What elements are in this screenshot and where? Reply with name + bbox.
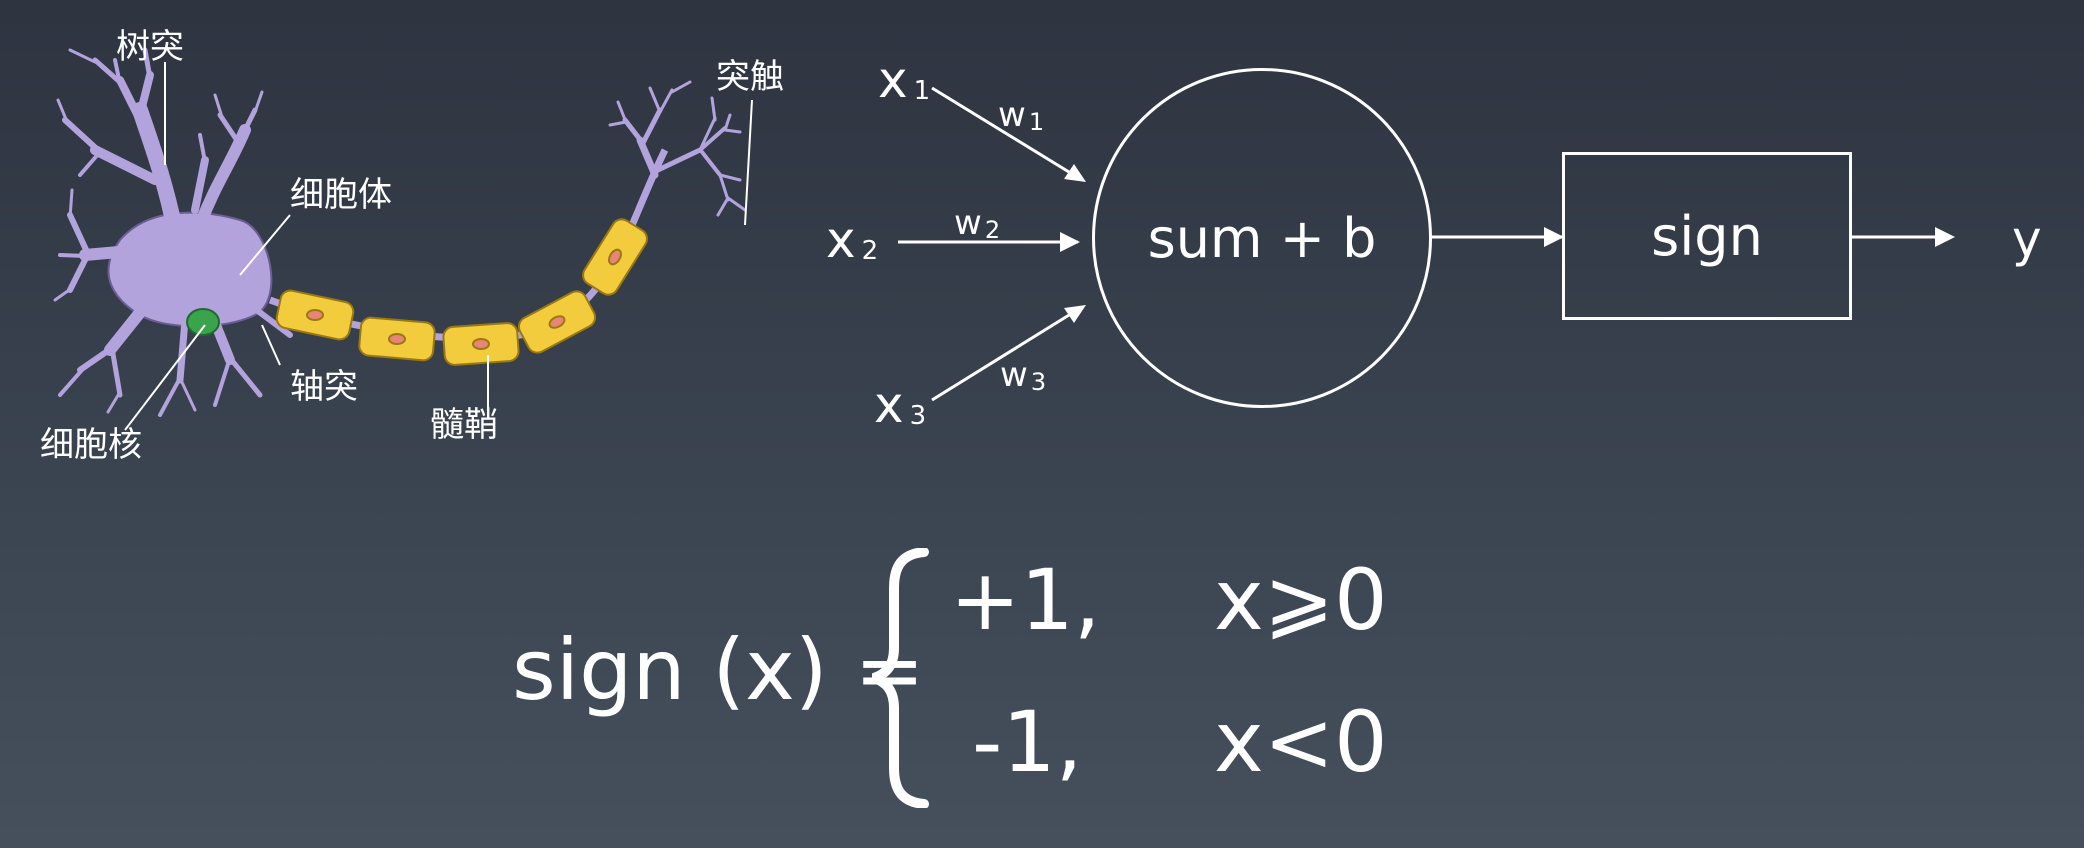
soma-label: 细胞体 bbox=[290, 175, 392, 215]
perceptron-arrows bbox=[931, 86, 1083, 402]
case-2-condition: x<0 bbox=[1214, 693, 1388, 791]
formula-brace bbox=[872, 548, 929, 808]
formula-lhs: sign (x) = bbox=[512, 621, 925, 719]
case-1-value: +1, bbox=[950, 551, 1101, 649]
neuron-illustration bbox=[53, 47, 753, 431]
sum-node-label: sum + b bbox=[1147, 206, 1377, 270]
nucleus bbox=[186, 308, 220, 336]
case-1-condition: x⩾0 bbox=[1214, 551, 1388, 649]
arrow-x1 bbox=[931, 86, 1083, 182]
output-y: y bbox=[2012, 210, 2042, 268]
nucleus-label: 细胞核 bbox=[40, 425, 142, 465]
synapse-label: 突触 bbox=[716, 57, 784, 97]
sum-node: sum + b bbox=[1092, 68, 1432, 408]
dendrite-label: 树突 bbox=[116, 27, 184, 67]
label-leaders bbox=[124, 62, 753, 431]
axon-terminal bbox=[608, 80, 747, 217]
case-2-value: -1, bbox=[972, 693, 1083, 791]
myelin-sheaths bbox=[275, 218, 648, 366]
sign-box-label: sign bbox=[1651, 204, 1763, 268]
sign-activation-box: sign bbox=[1562, 152, 1852, 320]
myelin-label: 髓鞘 bbox=[430, 405, 498, 445]
axon-label: 轴突 bbox=[290, 367, 358, 407]
dendrite-branches bbox=[53, 47, 293, 417]
arrow-x3 bbox=[931, 305, 1083, 402]
